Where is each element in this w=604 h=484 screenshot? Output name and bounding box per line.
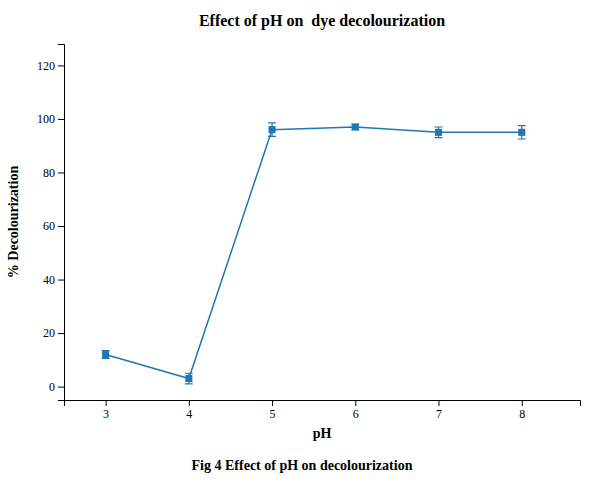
tick-label: 0 [49,380,55,394]
tick-label: 20 [43,326,55,340]
tick-label: 40 [43,273,55,287]
tick-mark [58,333,64,334]
y-axis: 0 20 40 60 80 100 120 [37,45,65,401]
tick-mark [58,387,64,388]
tick-mark [189,400,190,406]
tick-label: 4 [186,407,192,421]
marker [269,126,276,133]
x-axis: 3 4 5 6 7 8 [65,400,581,421]
axis-line [65,401,581,407]
error-bar [102,350,110,358]
marks [102,123,526,384]
marker [435,129,442,136]
tick-label: 60 [43,219,55,233]
caption: Fig 4 Effect of pH on decolourization [192,458,413,473]
tick: 8 [519,400,525,421]
tick-label: 3 [103,407,109,421]
tick: 60 [43,219,64,233]
tick-mark [439,400,440,406]
marker [352,123,359,130]
tick: 80 [43,166,64,180]
error-bar [435,127,443,138]
title: Effect of pH on dye decolourization [199,12,445,30]
tick: 6 [353,400,359,421]
tick-label: 120 [37,59,55,73]
marker [518,129,525,136]
tick: 20 [43,326,64,340]
error-bar [351,124,359,129]
marker [185,375,192,382]
plot-area: 345678020406080100120 [37,45,581,421]
x-axis-label: pH [313,426,332,441]
tick-label: 8 [519,407,525,421]
error-bar [185,373,193,384]
tick-mark [58,280,64,281]
line [106,127,522,379]
tick-mark [58,172,64,173]
marker [102,351,109,358]
error-bar [268,123,276,136]
tick-mark [58,119,64,120]
tick: 40 [43,273,64,287]
tick-label: 6 [353,407,359,421]
tick: 7 [436,400,442,421]
tick-mark [106,400,107,406]
tick: 120 [37,59,64,73]
tick-label: 7 [436,407,442,421]
tick: 100 [37,112,64,126]
axis-line [58,45,65,401]
chart: 345678020406080100120Effect of pH on dye… [0,0,604,484]
tick-label: 80 [43,166,55,180]
tick-mark [355,400,356,406]
error-bar [518,126,526,139]
tick-label: 5 [270,407,276,421]
tick: 0 [49,380,64,394]
tick-label: 100 [37,112,55,126]
tick: 3 [103,400,109,421]
tick-mark [58,226,64,227]
tick-mark [522,400,523,406]
tick-mark [58,65,64,66]
tick: 5 [270,400,276,421]
y-axis-label: % Decolourization [6,166,21,279]
tick-mark [272,400,273,406]
tick: 4 [186,400,192,421]
